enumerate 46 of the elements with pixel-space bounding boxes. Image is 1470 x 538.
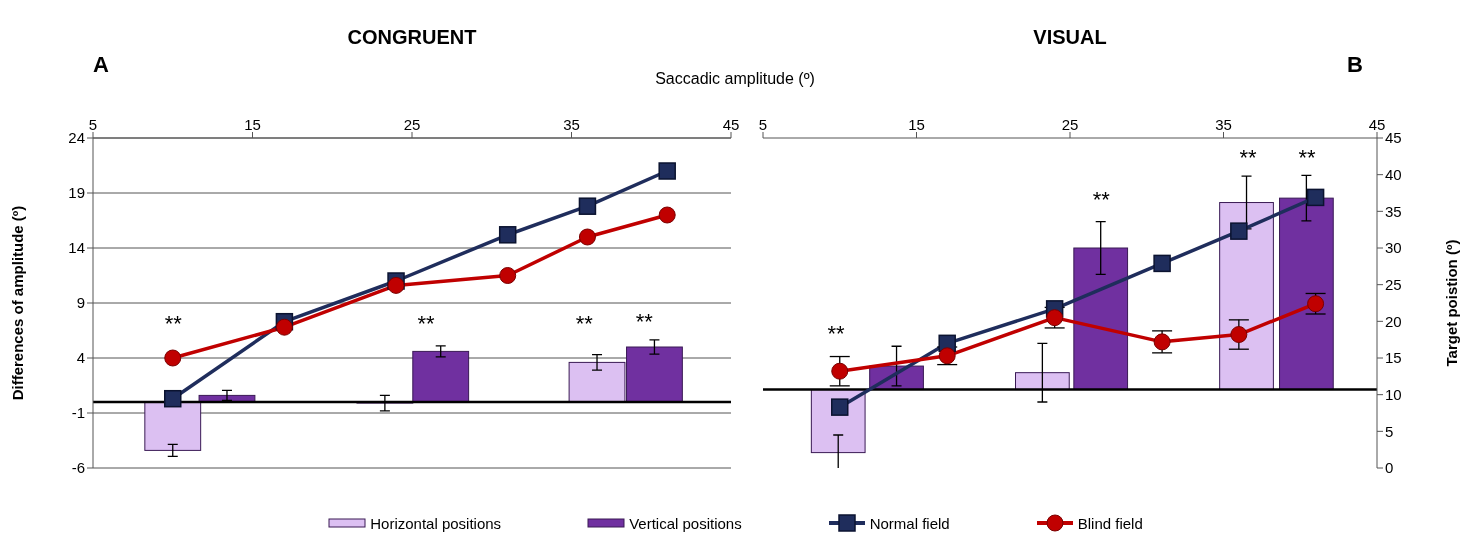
annotation: ** xyxy=(164,310,183,336)
chart-title: VISUAL xyxy=(1032,26,1108,49)
y-tick-label: -6 xyxy=(71,459,85,477)
x-axis-title: Saccadic amplitude (º) xyxy=(655,70,815,87)
chart-title: CONGRUENT xyxy=(346,26,478,49)
x-tick-label: 15 xyxy=(244,116,261,133)
x-tick-label: 5 xyxy=(88,116,98,133)
y2-tick-label: 0 xyxy=(1385,459,1394,477)
y2-tick-label: 25 xyxy=(1385,275,1402,293)
legend-label: Horizontal positions xyxy=(370,514,502,532)
x-tick-label: 15 xyxy=(908,116,925,133)
y2-axis-title: Target poistion (º) xyxy=(1443,239,1461,367)
y2-tick-label: 5 xyxy=(1385,422,1394,440)
annotation: ** xyxy=(827,321,846,347)
x-tick-label: 5 xyxy=(758,116,768,133)
y2-tick-label: 20 xyxy=(1385,312,1402,330)
x-tick-label: 35 xyxy=(1215,116,1232,133)
annotation: ** xyxy=(635,309,654,335)
annotation: ** xyxy=(1298,144,1316,170)
x-tick-label: 45 xyxy=(722,116,740,133)
text: A xyxy=(93,52,109,78)
legend-label: Vertical positions xyxy=(629,514,742,532)
annotation: ** xyxy=(417,310,436,336)
y2-tick-label: 40 xyxy=(1385,165,1402,183)
y-tick-label: 9 xyxy=(76,294,85,312)
y2-tick-label: 45 xyxy=(1385,129,1402,147)
x-tick-label: 25 xyxy=(403,116,421,133)
y2-tick-label: 30 xyxy=(1385,239,1402,257)
y-tick-label: 4 xyxy=(76,349,85,367)
y-tick-label: 24 xyxy=(68,129,85,147)
y2-tick-label: 15 xyxy=(1385,349,1402,367)
x-tick-label: 35 xyxy=(563,116,580,133)
legend-label: Normal field xyxy=(869,514,950,532)
y2-tick-label: 10 xyxy=(1385,385,1402,403)
y-tick-label: 14 xyxy=(68,239,85,257)
annotation: ** xyxy=(1092,186,1111,212)
legend-label: Blind field xyxy=(1077,514,1143,532)
x-tick-label: 45 xyxy=(1368,116,1386,133)
text: B xyxy=(1347,52,1363,78)
y-axis-title: Differences of amplitude (º) xyxy=(9,205,27,401)
x-tick-label: 25 xyxy=(1061,116,1079,133)
y2-tick-label: 35 xyxy=(1385,202,1402,220)
y-tick-label: -1 xyxy=(71,404,85,422)
annotation: ** xyxy=(575,310,594,336)
annotation: ** xyxy=(1239,144,1258,170)
y-tick-label: 19 xyxy=(68,184,85,202)
